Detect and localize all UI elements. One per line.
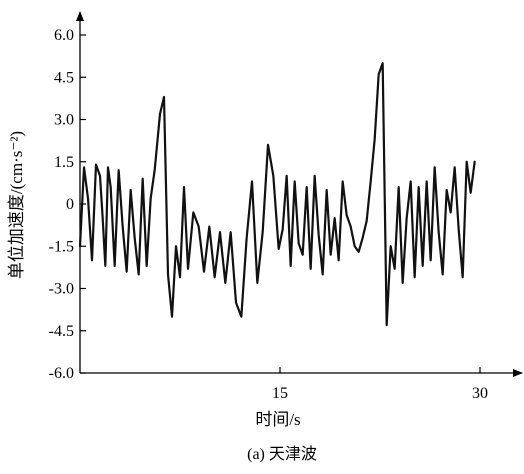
y-tick-label: -6.0 (49, 365, 74, 382)
series-line (78, 62, 476, 327)
y-tick-label: -1.5 (49, 238, 74, 255)
ticks: -6.0 -4.5 -3.0 -1.5 0 1.5 3.0 4.5 6.0 15 30 (49, 27, 488, 402)
figure-caption: (a) 天津波 (247, 445, 317, 463)
y-tick-label: 3.0 (54, 112, 74, 129)
series-layer (78, 62, 476, 327)
y-tick-label: -3.0 (49, 281, 74, 298)
y-axis-title: 单位加速度/(cm·s⁻²) (7, 131, 26, 279)
x-tick-label: 15 (272, 385, 288, 402)
y-tick-label: 6.0 (54, 27, 74, 44)
y-tick-label: 1.5 (54, 154, 74, 171)
y-tick-label: 0 (66, 196, 74, 213)
x-axis-title: 时间/s (255, 410, 300, 429)
y-tick-label: -4.5 (49, 323, 74, 340)
y-tick-label: 4.5 (54, 69, 74, 86)
x-tick-label: 30 (472, 385, 488, 402)
axes (76, 11, 523, 377)
